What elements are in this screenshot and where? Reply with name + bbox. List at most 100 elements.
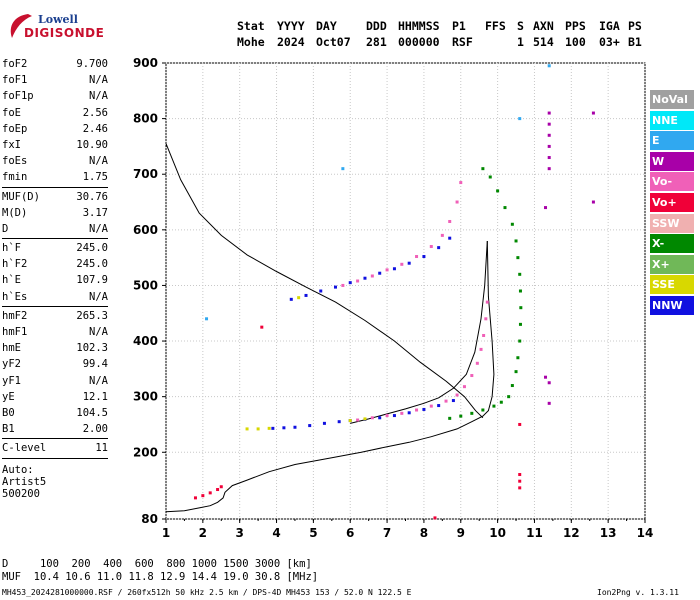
header-value-0: Mohe: [237, 35, 265, 49]
param-row: h`Es N/A: [2, 289, 108, 305]
param-label: foF2: [2, 58, 28, 70]
series-w-point: [547, 156, 551, 160]
series-w-point: [547, 381, 551, 385]
series-nnw-point: [304, 293, 308, 297]
param-label: hmE: [2, 342, 21, 355]
header-label-8: AXN: [533, 19, 554, 33]
param-label: B0: [2, 406, 15, 419]
series-vo--point: [400, 411, 404, 415]
series-vo--point: [455, 393, 459, 397]
param-separator: [2, 457, 108, 459]
series-x--point: [519, 306, 523, 310]
digisonde-logo: [4, 8, 74, 48]
series-x--point: [516, 256, 520, 260]
header-value-2: Oct07: [316, 35, 351, 49]
series-w-point: [591, 111, 595, 115]
y-tick-label: 300: [133, 390, 158, 404]
series-nnw-point: [407, 261, 411, 265]
param-label: h`E: [2, 274, 21, 287]
legend-item-nnw: NNW: [650, 295, 694, 315]
ionogram-chart: 1 2 3 4 5 6 7 8 9 10 11 12 13 14802003004005006007008…: [133, 56, 653, 540]
param-row: h`F2 245.0: [2, 256, 108, 272]
param-value: 1.75: [82, 171, 108, 184]
profile-line2: [165, 240, 495, 513]
series-e-point: [205, 317, 209, 321]
param-value: 3.17: [82, 206, 108, 219]
y-tick-label: 900: [133, 56, 158, 70]
series-vo--point: [459, 181, 463, 185]
header-label-0: Stat: [237, 19, 265, 33]
y-tick-label: 800: [133, 112, 158, 126]
header-label-4: HHMMSS: [398, 19, 440, 33]
series-vo--point: [219, 485, 223, 489]
series-x--point: [518, 339, 522, 343]
param-label: MUF(D): [2, 190, 40, 203]
auto-label: Auto:: [2, 464, 34, 476]
series-vo--point: [201, 494, 205, 498]
series-vo--point: [208, 491, 212, 495]
y-tick-label: 600: [133, 223, 158, 237]
x-tick-label: 13: [600, 526, 617, 540]
param-label: foF1: [2, 74, 28, 87]
param-row: foF1 N/A: [2, 72, 108, 88]
param-row: yE 12.1: [2, 389, 108, 405]
series-vo--point: [193, 496, 197, 500]
footer-file-info: MH453_2024281000000.RSF / 260fx512h 50 k…: [2, 588, 412, 597]
series-x--point: [499, 400, 503, 404]
param-row: foF1p N/A: [2, 88, 108, 104]
series-sse-point: [256, 427, 260, 431]
param-label: yF1: [2, 374, 21, 387]
series-vo--point: [475, 361, 479, 365]
x-tick-label: 11: [526, 526, 543, 540]
legend-item-nne: NNE: [650, 110, 694, 130]
plot-frame: [165, 62, 646, 520]
y-tick-label: 700: [133, 167, 158, 181]
param-separator: [2, 186, 108, 188]
series-vo--point: [485, 300, 489, 304]
param-row: D N/A: [2, 221, 108, 237]
param-label: hmF2: [2, 309, 28, 322]
series-vo--point: [415, 255, 419, 259]
param-row: B1 2.00: [2, 421, 108, 437]
param-value: N/A: [89, 74, 108, 87]
param-value: N/A: [89, 90, 108, 103]
param-label: B1: [2, 423, 15, 436]
legend-item-vo-: Vo+: [650, 192, 694, 212]
param-value: 2.00: [82, 423, 108, 436]
param-row: yF2 99.4: [2, 356, 108, 372]
header-value-1: 2024: [277, 35, 305, 49]
logo-line2: DIGISONDE: [24, 26, 105, 40]
header-label-1: YYYY: [277, 19, 305, 33]
header-label-9: PPS: [565, 19, 586, 33]
param-row: hmE 102.3: [2, 340, 108, 356]
series-vo--point: [385, 268, 389, 272]
series-vo--point: [455, 200, 459, 204]
param-row: fmin 1.75: [2, 169, 108, 185]
param-row: hmF1 N/A: [2, 324, 108, 340]
x-tick-label: 3: [236, 526, 244, 540]
series-nnw-point: [448, 236, 452, 240]
header-label-2: DAY: [316, 19, 337, 33]
series-vo--point: [356, 279, 360, 283]
series-nnw-point: [378, 416, 382, 420]
series-nnw-point: [319, 289, 323, 293]
series-x--point: [514, 370, 518, 374]
series-w-point: [547, 144, 551, 148]
param-value: 102.3: [76, 342, 108, 355]
header-label-5: P1: [452, 19, 466, 33]
series-w-point: [547, 111, 551, 115]
param-row: h`E 107.9: [2, 272, 108, 288]
series-w-point: [544, 375, 548, 379]
series-vo--point: [356, 418, 360, 422]
polarization-legend: NoVal NNE E W Vo- Vo+ SSW X- X+ SSE NNW: [650, 90, 694, 317]
muf-row: MUF 10.4 10.6 11.0 11.8 12.9 14.4 19.0 3…: [2, 571, 318, 583]
series-vo--point: [518, 473, 522, 477]
param-label: foF1p: [2, 90, 34, 103]
series-w-point: [547, 167, 551, 171]
series-vo--point: [415, 408, 419, 412]
param-value: 30.76: [76, 190, 108, 203]
series-vo--point: [216, 488, 220, 492]
series-nnw-point: [289, 297, 293, 301]
x-tick-label: 5: [309, 526, 317, 540]
param-row: yF1 N/A: [2, 373, 108, 389]
